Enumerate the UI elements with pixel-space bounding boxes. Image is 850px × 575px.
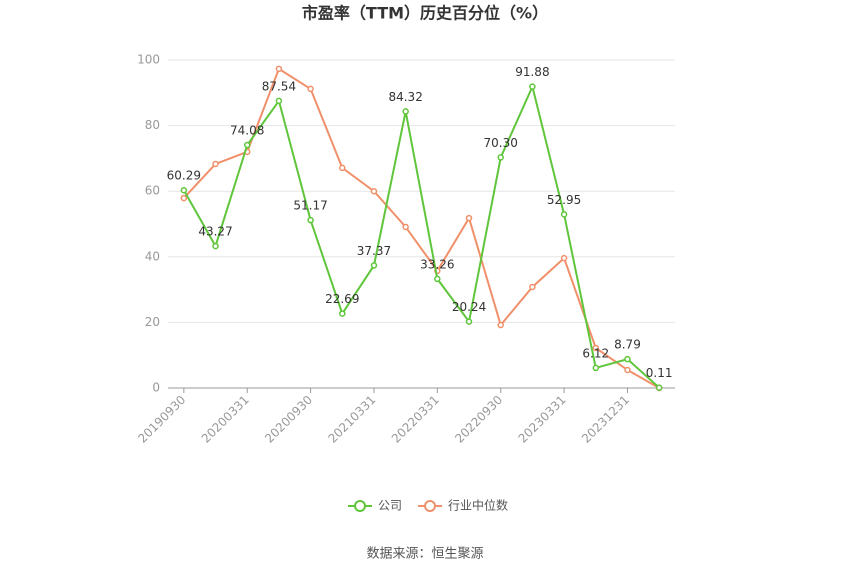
point bbox=[402, 108, 409, 115]
data-label: 6.12 bbox=[582, 346, 609, 360]
data-label: 33.26 bbox=[420, 257, 454, 271]
legend-item: 行业中位数 bbox=[418, 498, 508, 513]
x-tick-label: 20200930 bbox=[262, 393, 315, 446]
point bbox=[529, 283, 536, 291]
point bbox=[560, 211, 568, 218]
point bbox=[465, 214, 473, 222]
x-tick-label: 20200331 bbox=[199, 393, 252, 446]
data-label: 91.88 bbox=[515, 65, 549, 79]
data-label: 87.54 bbox=[262, 79, 296, 93]
point bbox=[655, 384, 663, 391]
point bbox=[275, 65, 283, 73]
point bbox=[497, 154, 504, 161]
data-label: 43.27 bbox=[198, 225, 232, 239]
point bbox=[592, 344, 600, 352]
data-label: 60.29 bbox=[167, 169, 201, 183]
series-line bbox=[182, 83, 660, 389]
point bbox=[434, 275, 441, 283]
y-tick-label: 20 bbox=[145, 315, 160, 329]
y-tick-label: 80 bbox=[145, 118, 160, 132]
point bbox=[307, 216, 314, 224]
point bbox=[212, 160, 219, 168]
legend-label: 公司 bbox=[378, 499, 402, 513]
chart-title: 市盈率（TTM）历史百分位（%） bbox=[302, 4, 548, 23]
point bbox=[275, 97, 283, 105]
legend-label: 行业中位数 bbox=[448, 498, 508, 513]
x-tick-label: 20220930 bbox=[452, 393, 505, 446]
y-tick-label: 60 bbox=[145, 184, 160, 198]
data-label: 70.30 bbox=[484, 136, 518, 150]
point bbox=[465, 318, 473, 325]
data-label: 20.24 bbox=[452, 300, 486, 314]
point bbox=[560, 254, 568, 262]
point bbox=[180, 194, 188, 202]
x-tick-label: 20230331 bbox=[516, 393, 569, 446]
point bbox=[243, 141, 251, 149]
source: 数据来源：恒生聚源 bbox=[366, 547, 483, 562]
y-tick-label: 100 bbox=[137, 53, 160, 67]
series-line bbox=[183, 67, 660, 389]
x-tick-label: 20190930 bbox=[135, 393, 188, 446]
y-tick-label: 0 bbox=[152, 381, 160, 395]
data-label: 22.69 bbox=[325, 292, 359, 306]
data-label: 74.08 bbox=[230, 124, 264, 138]
point bbox=[370, 187, 378, 195]
point bbox=[307, 85, 314, 93]
point bbox=[624, 355, 631, 363]
legend-item: 公司 bbox=[348, 499, 402, 513]
legend-marker bbox=[354, 500, 366, 512]
data-label: 84.32 bbox=[388, 90, 422, 104]
point bbox=[370, 262, 378, 269]
point bbox=[402, 223, 409, 231]
point bbox=[529, 83, 536, 90]
point bbox=[339, 164, 346, 172]
point bbox=[212, 242, 219, 250]
data-label: 0.11 bbox=[646, 366, 673, 380]
data-label: 8.79 bbox=[614, 338, 641, 352]
x-tick-label: 20210331 bbox=[325, 393, 378, 446]
point bbox=[180, 186, 188, 194]
point bbox=[592, 364, 600, 372]
point bbox=[624, 366, 631, 374]
data-label: 37.37 bbox=[357, 244, 391, 258]
y-tick-label: 40 bbox=[145, 249, 160, 263]
point bbox=[497, 321, 504, 329]
x-tick-label: 20220331 bbox=[389, 393, 442, 446]
point bbox=[339, 310, 346, 317]
data-label: 51.17 bbox=[293, 199, 327, 213]
data-label: 52.95 bbox=[547, 193, 581, 207]
legend-marker bbox=[424, 500, 437, 512]
x-tick-label: 20231231 bbox=[579, 393, 632, 446]
